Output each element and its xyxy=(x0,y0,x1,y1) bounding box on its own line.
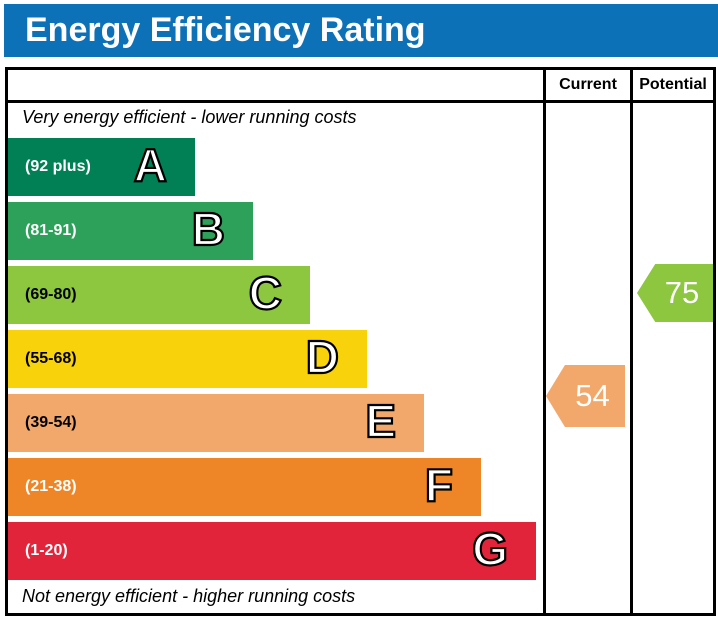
band-a: (92 plus) A xyxy=(8,138,195,196)
header-row-divider xyxy=(8,100,713,103)
band-b-letter: B xyxy=(191,203,226,256)
band-g-range: (1-20) xyxy=(25,542,68,559)
chart-title: Energy Efficiency Rating xyxy=(25,11,426,49)
current-column-divider xyxy=(543,70,546,613)
band-g-letter: G xyxy=(471,523,509,576)
top-note: Very energy efficient - lower running co… xyxy=(22,107,357,127)
chart-title-bar: Energy Efficiency Rating xyxy=(4,4,718,57)
band-e-range: (39-54) xyxy=(25,414,77,431)
band-g: (1-20) G xyxy=(8,522,536,580)
rating-table: Current Potential Very energy efficient … xyxy=(5,67,716,616)
band-f-range: (21-38) xyxy=(25,478,77,495)
band-c: (69-80) C xyxy=(8,266,310,324)
band-e: (39-54) E xyxy=(8,394,424,452)
current-rating-value: 54 xyxy=(575,378,610,413)
band-b-range: (81-91) xyxy=(25,222,77,239)
band-c-letter: C xyxy=(248,267,283,320)
band-d-letter: D xyxy=(305,331,340,384)
band-f: (21-38) F xyxy=(8,458,481,516)
potential-column-divider xyxy=(630,70,633,613)
band-d: (55-68) D xyxy=(8,330,367,388)
band-a-range: (92 plus) xyxy=(25,158,91,175)
potential-rating-value: 75 xyxy=(664,275,700,310)
current-column-header: Current xyxy=(559,76,617,93)
current-rating-arrow: 54 xyxy=(546,365,625,427)
band-b: (81-91) B xyxy=(8,202,253,260)
band-f-letter: F xyxy=(424,459,454,512)
band-d-range: (55-68) xyxy=(25,350,77,367)
bottom-note: Not energy efficient - higher running co… xyxy=(22,586,356,606)
band-a-letter: A xyxy=(133,139,168,192)
band-c-range: (69-80) xyxy=(25,286,77,303)
potential-column-header: Potential xyxy=(639,76,707,93)
potential-rating-arrow: 75 xyxy=(637,264,713,322)
band-e-letter: E xyxy=(364,395,397,448)
